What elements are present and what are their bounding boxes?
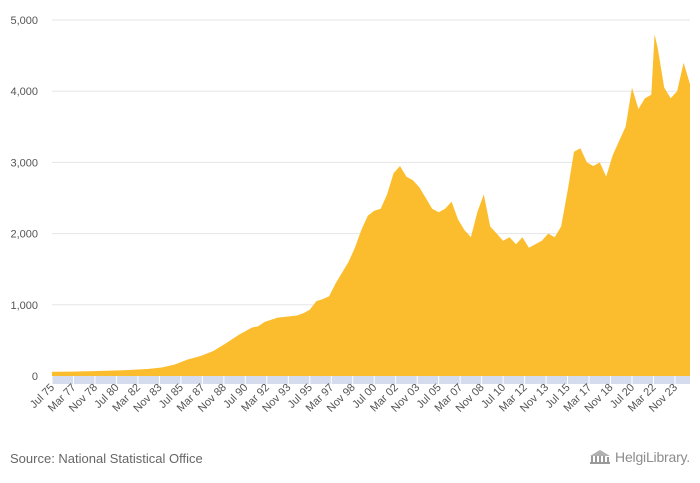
y-tick-label: 4,000 — [10, 86, 38, 98]
y-tick-label: 1,000 — [10, 300, 38, 312]
logo-text: HelgiLibrary. — [615, 449, 690, 465]
y-tick-label: 0 — [32, 371, 38, 383]
area-series — [52, 34, 690, 376]
helgi-library-logo: HelgiLibrary. — [589, 449, 690, 465]
y-tick-label: 5,000 — [10, 15, 38, 27]
library-building-icon — [590, 450, 611, 464]
y-tick-label: 3,000 — [10, 157, 38, 169]
y-tick-label: 2,000 — [10, 229, 38, 241]
source-note: Source: National Statistical Office — [10, 451, 203, 466]
x-axis-band — [52, 376, 690, 384]
y-axis-ticks: 0 1,000 2,000 3,000 4,000 5,000 — [10, 15, 38, 383]
